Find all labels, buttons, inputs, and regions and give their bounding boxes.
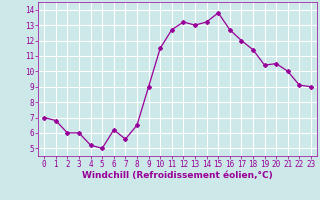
X-axis label: Windchill (Refroidissement éolien,°C): Windchill (Refroidissement éolien,°C) — [82, 171, 273, 180]
